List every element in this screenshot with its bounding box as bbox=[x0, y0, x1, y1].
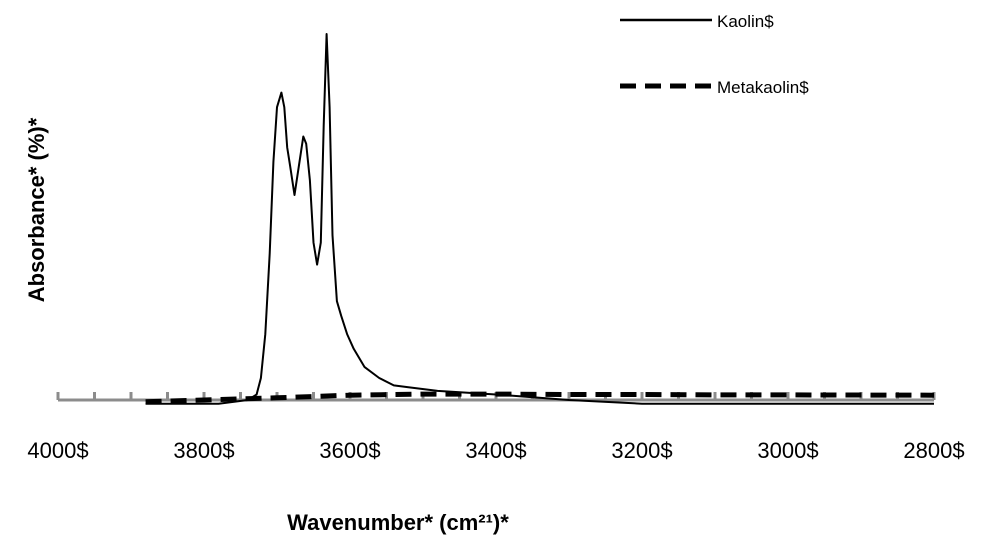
legend: Kaolin$ Metakaolin$ bbox=[620, 12, 809, 97]
x-tick-label: 3600$ bbox=[319, 438, 380, 463]
x-tick-label: 3200$ bbox=[611, 438, 672, 463]
x-axis-title: Wavenumber* (cm²¹)* bbox=[287, 510, 509, 535]
x-tick-labels: 4000$ 3800$ 3600$ 3400$ 3200$ 3000$ 2800$ bbox=[27, 438, 964, 463]
y-axis-title: Absorbance* (%)* bbox=[24, 117, 49, 302]
series-layer bbox=[145, 33, 935, 405]
x-tick-label: 3400$ bbox=[465, 438, 526, 463]
legend-label-kaolin: Kaolin$ bbox=[717, 12, 774, 31]
legend-label-metakaolin: Metakaolin$ bbox=[717, 78, 809, 97]
x-tick-label: 3800$ bbox=[173, 438, 234, 463]
x-tick-label: 3000$ bbox=[757, 438, 818, 463]
x-tick-label: 2800$ bbox=[903, 438, 964, 463]
series-line-kaolin bbox=[145, 33, 934, 405]
x-tick-label: 4000$ bbox=[27, 438, 88, 463]
series-line-metakaolin bbox=[145, 391, 935, 405]
